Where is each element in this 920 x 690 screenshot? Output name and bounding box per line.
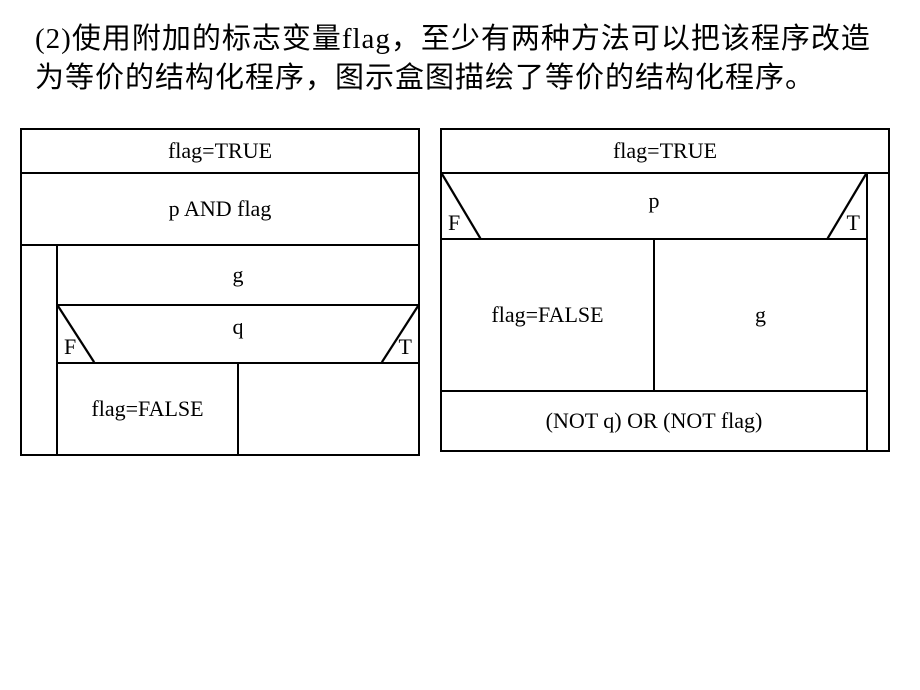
chart1-while-cond: p AND flag bbox=[22, 174, 418, 246]
chart1-init: flag=TRUE bbox=[22, 130, 418, 174]
chart1-if-f-label: F bbox=[64, 334, 76, 360]
chart1-while: p AND flag g q F T flag= bbox=[22, 174, 418, 454]
chart2-dountil-body: p F T flag=FALSE g bbox=[442, 174, 866, 392]
chart2-dountil: p F T flag=FALSE g bbox=[442, 174, 888, 450]
chart1-if-true bbox=[239, 364, 418, 454]
chart1-if-t-label: T bbox=[399, 334, 412, 360]
chart1-if-false: flag=FALSE bbox=[58, 364, 239, 454]
chart2-dountil-body-wrap: p F T flag=FALSE g bbox=[442, 174, 866, 450]
chart2-until-cond: (NOT q) OR (NOT flag) bbox=[442, 392, 866, 450]
ns-chart-1: flag=TRUE p AND flag g q F T bbox=[20, 128, 420, 456]
chart1-if-cond: q bbox=[58, 314, 418, 340]
chart2-false-cell: flag=FALSE bbox=[442, 240, 653, 390]
paragraph: (2)使用附加的标志变量flag，至少有两种方法可以把该程序改造为等价的结构化程… bbox=[0, 0, 920, 108]
chart2-dountil-bar bbox=[866, 174, 888, 450]
chart2-true-cell: g bbox=[655, 240, 866, 390]
chart1-if-head: q F T bbox=[58, 306, 418, 364]
chart2-if-f-label: F bbox=[448, 210, 460, 236]
chart2-init: flag=TRUE bbox=[442, 130, 888, 174]
chart2-if: p F T flag=FALSE g bbox=[442, 174, 866, 390]
chart1-if-body: flag=FALSE bbox=[58, 364, 418, 454]
chart1-true-cell bbox=[239, 364, 418, 454]
diagrams-container: flag=TRUE p AND flag g q F T bbox=[0, 108, 920, 466]
chart2-if-cond: p bbox=[442, 188, 866, 214]
chart2-if-true: g bbox=[655, 240, 866, 390]
ns-chart-2: flag=TRUE p F T bbox=[440, 128, 890, 452]
chart1-false-cell: flag=FALSE bbox=[58, 364, 237, 454]
chart2-if-t-label: T bbox=[847, 210, 860, 236]
chart2-if-false: flag=FALSE bbox=[442, 240, 655, 390]
chart1-while-inner: g q F T flag=FALSE bbox=[56, 246, 418, 454]
chart2-if-head: p F T bbox=[442, 174, 866, 240]
chart2-if-body: flag=FALSE g bbox=[442, 240, 866, 390]
chart1-body-g: g bbox=[58, 246, 418, 306]
chart1-while-body: p AND flag g q F T flag= bbox=[22, 174, 418, 454]
chart1-if: q F T flag=FALSE bbox=[58, 306, 418, 454]
